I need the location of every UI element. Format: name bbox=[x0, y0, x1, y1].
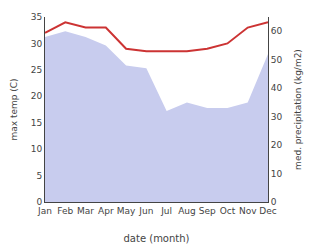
svg-text:Nov: Nov bbox=[239, 206, 257, 216]
svg-text:med. precipitation (kg/m2): med. precipitation (kg/m2) bbox=[293, 49, 303, 170]
svg-text:Sep: Sep bbox=[199, 206, 216, 216]
svg-text:60: 60 bbox=[271, 26, 283, 36]
svg-text:35: 35 bbox=[31, 12, 42, 22]
svg-text:Apr: Apr bbox=[98, 206, 114, 216]
svg-text:20: 20 bbox=[271, 140, 283, 150]
svg-text:10: 10 bbox=[271, 169, 283, 179]
svg-text:5: 5 bbox=[36, 171, 42, 181]
svg-text:Dec: Dec bbox=[259, 206, 276, 216]
svg-text:max temp (C): max temp (C) bbox=[9, 78, 19, 140]
svg-text:Jun: Jun bbox=[138, 206, 153, 216]
svg-text:25: 25 bbox=[31, 65, 42, 75]
svg-text:date (month): date (month) bbox=[124, 233, 190, 244]
svg-text:Jan: Jan bbox=[37, 206, 52, 216]
svg-text:30: 30 bbox=[271, 112, 283, 122]
svg-text:50: 50 bbox=[271, 55, 283, 65]
svg-text:Feb: Feb bbox=[57, 206, 73, 216]
svg-text:Jul: Jul bbox=[160, 206, 172, 216]
svg-text:Oct: Oct bbox=[220, 206, 236, 216]
svg-text:May: May bbox=[117, 206, 136, 216]
svg-text:30: 30 bbox=[31, 39, 43, 49]
svg-text:20: 20 bbox=[31, 91, 43, 101]
svg-text:15: 15 bbox=[31, 118, 42, 128]
svg-text:40: 40 bbox=[271, 83, 283, 93]
svg-text:Mar: Mar bbox=[77, 206, 94, 216]
svg-text:10: 10 bbox=[31, 144, 43, 154]
svg-text:0: 0 bbox=[36, 197, 42, 207]
svg-text:Aug: Aug bbox=[178, 206, 196, 216]
svg-text:0: 0 bbox=[271, 197, 277, 207]
